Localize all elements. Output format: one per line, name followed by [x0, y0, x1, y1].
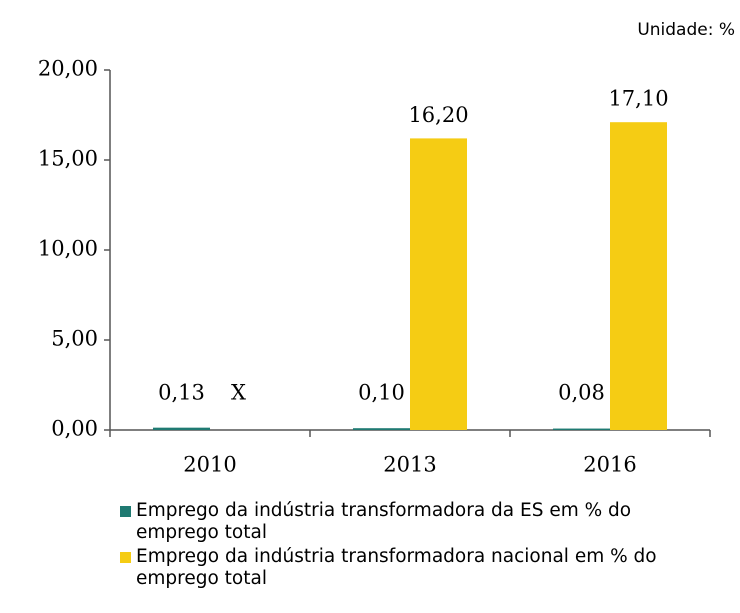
- y-tick-label: 10,00: [38, 237, 98, 261]
- chart: Unidade: % 0,00 5,00 10,00 15,00 20,00 2010 0,…: [38, 20, 735, 477]
- data-label: 17,10: [608, 87, 668, 111]
- legend-label: Emprego da indústria transformadora da E…: [136, 500, 632, 543]
- unit-note: Unidade: %: [637, 20, 735, 40]
- legend-item: Emprego da indústria transformadora naci…: [118, 546, 718, 590]
- y-tick-label: 0,00: [51, 417, 98, 441]
- data-label: X: [231, 381, 246, 405]
- legend-swatch: [120, 552, 131, 563]
- legend-label: Emprego da indústria transformadora naci…: [136, 546, 657, 589]
- bar: [353, 428, 410, 430]
- legend-item: Emprego da indústria transformadora da E…: [118, 500, 718, 544]
- x-tick-label: 2010: [183, 453, 236, 477]
- y-tick-label: 5,00: [51, 327, 98, 351]
- bar: [153, 427, 210, 430]
- y-tick-label: 15,00: [38, 147, 98, 171]
- bar: [610, 122, 667, 430]
- data-label: 0,13: [158, 381, 205, 405]
- x-tick-label: 2013: [383, 453, 436, 477]
- bar: [553, 428, 610, 430]
- legend-swatch: [120, 506, 131, 517]
- y-tick-label: 20,00: [38, 57, 98, 81]
- bar: [410, 138, 467, 430]
- data-label: 0,10: [358, 381, 405, 405]
- legend: Emprego da indústria transformadora da E…: [118, 500, 718, 592]
- x-tick-label: 2016: [583, 453, 636, 477]
- data-label: 16,20: [408, 103, 468, 127]
- data-label: 0,08: [558, 381, 605, 405]
